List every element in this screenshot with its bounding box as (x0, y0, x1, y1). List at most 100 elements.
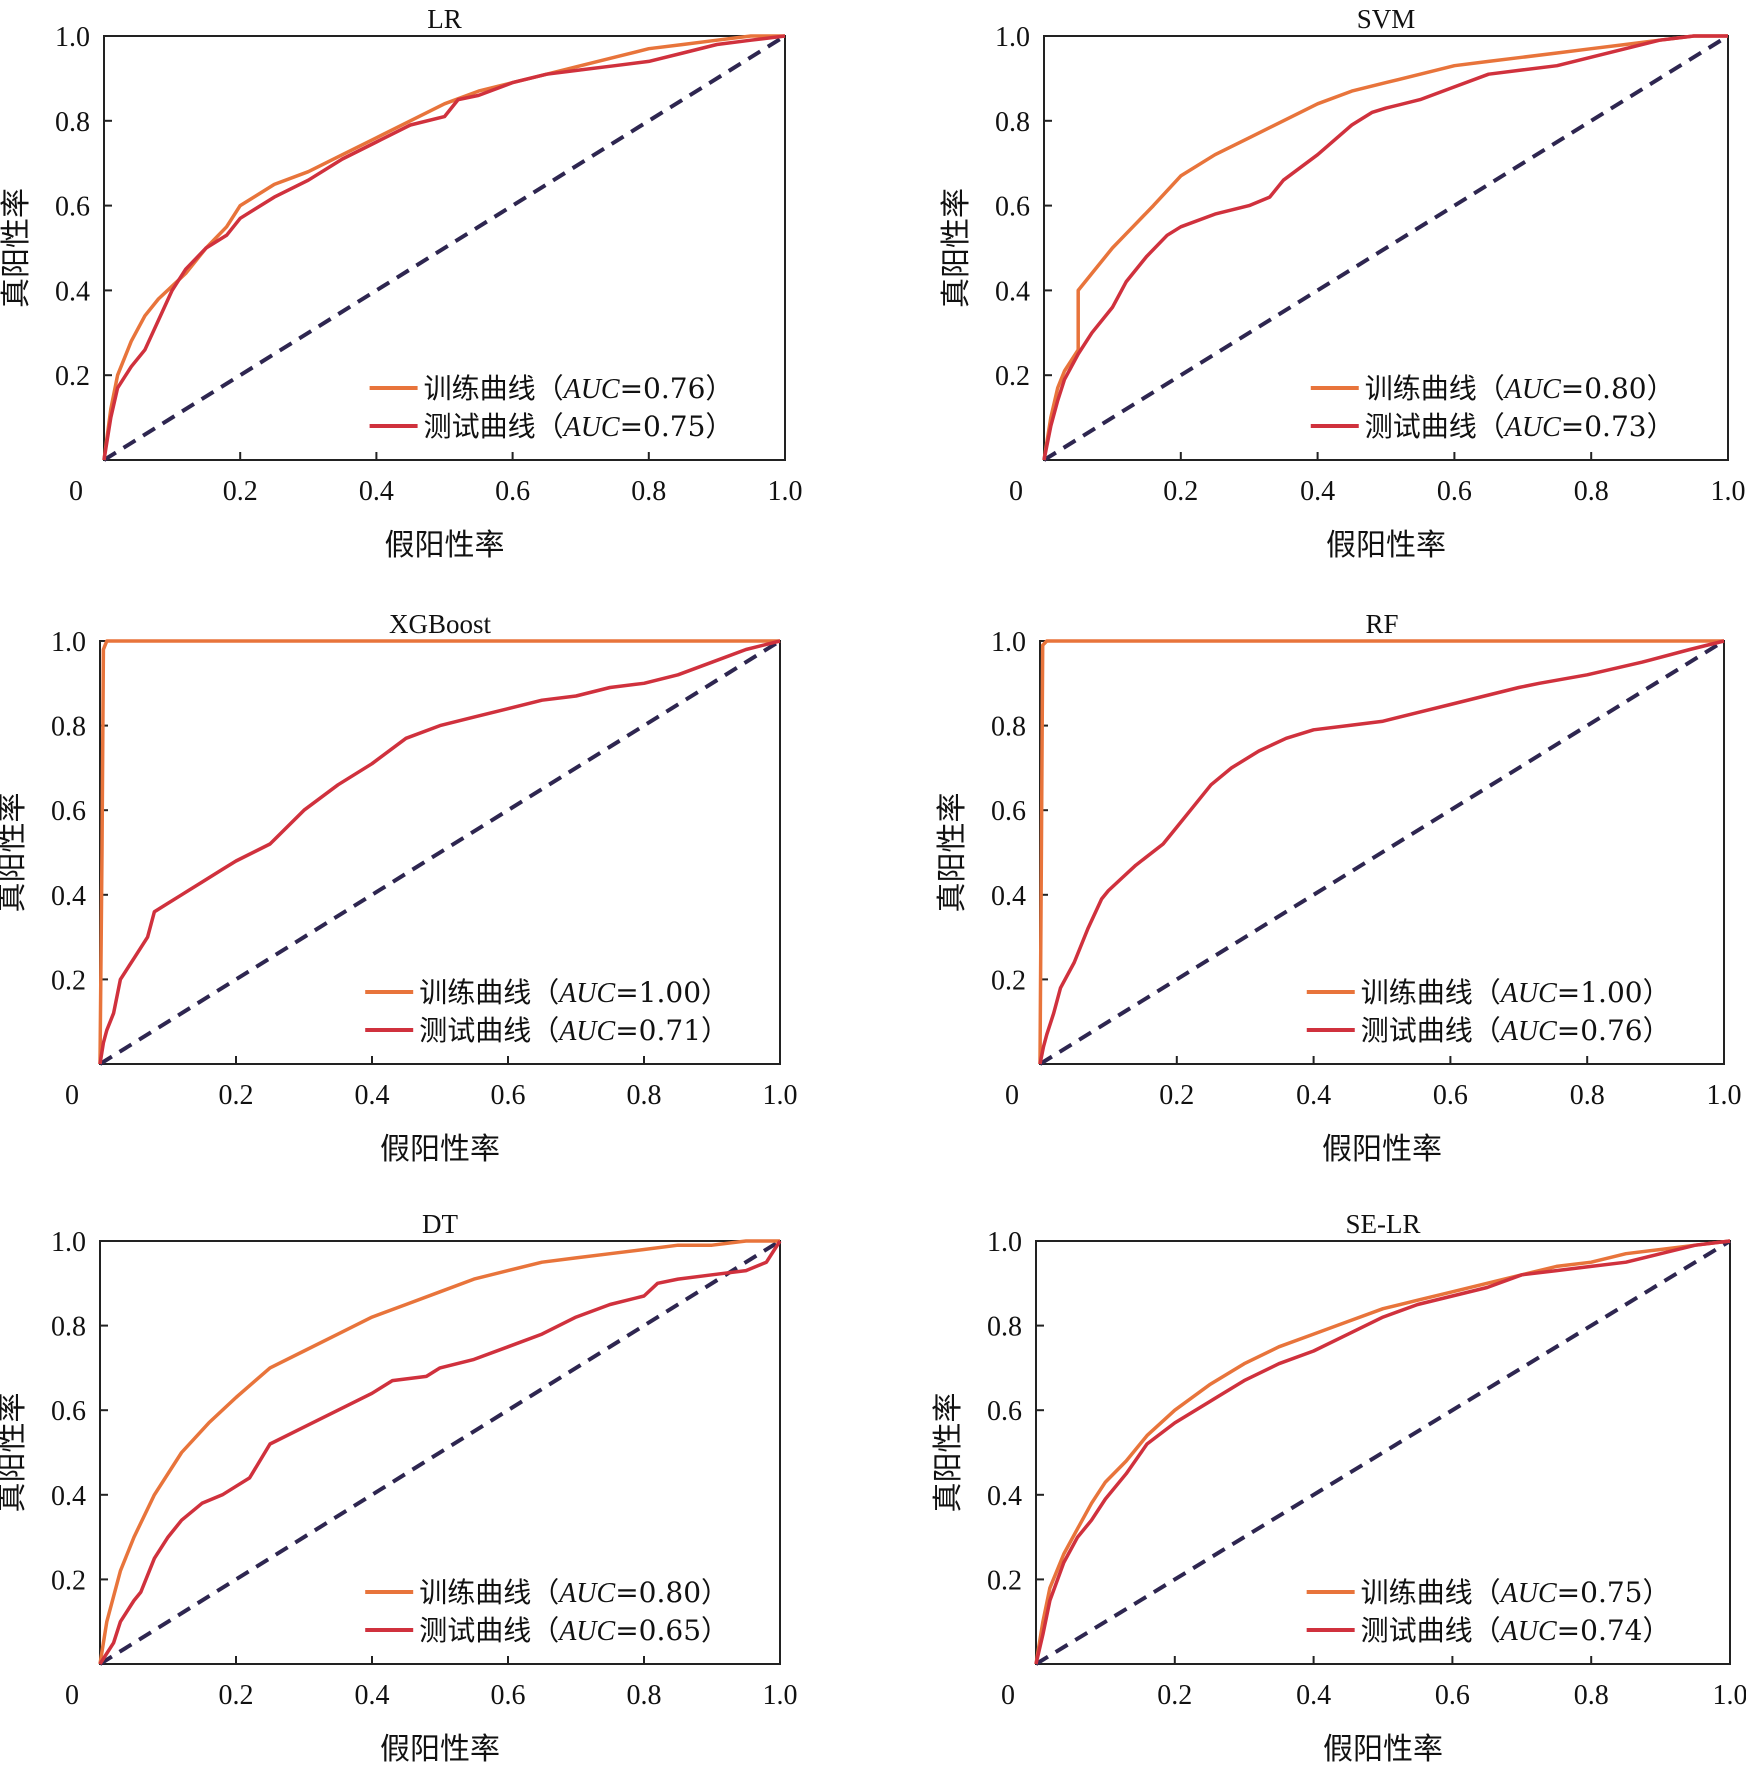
x-axis-title: 假阳性率 (380, 1132, 500, 1167)
chance-diagonal (98, 639, 782, 1066)
x-tick-label: 0.2 (219, 1680, 254, 1711)
x-tick-label: 0.8 (627, 1080, 662, 1111)
test-roc-curve (1034, 1239, 1731, 1665)
x-tick-label: 0.8 (631, 476, 666, 507)
roc-panel-dt: DT 0 0.2 0.4 0.6 0.8 1.0 0.2 0.4 0.6 0.8 1.0 假阳性率 真阳性… (0, 1209, 798, 1767)
y-tick-label: 0.2 (991, 965, 1026, 996)
y-tick-label: 0.8 (987, 1312, 1022, 1343)
x-tick-label: 0.2 (1157, 1680, 1192, 1711)
train-roc-curve (98, 1239, 780, 1665)
chance-diagonal (102, 34, 787, 462)
legend-test-label: 测试曲线（AUC=0.73） (1365, 410, 1675, 443)
y-tick-label: 0.6 (995, 192, 1030, 223)
y-tick-label: 1.0 (995, 22, 1030, 53)
x-tick-label: 0.4 (355, 1680, 390, 1711)
y-tick-label: 0.2 (987, 1565, 1022, 1596)
y-tick-label: 0.2 (995, 361, 1030, 392)
x-tick-label: 0.6 (1437, 476, 1472, 507)
chart-title: RF (1365, 609, 1398, 639)
legend-train-label: 训练曲线（AUC=0.80） (419, 1576, 729, 1609)
x-tick-label: 1.0 (763, 1680, 798, 1711)
y-tick-label: 0.2 (55, 361, 90, 392)
y-tick-label: 1.0 (51, 627, 86, 658)
legend-train-label: 训练曲线（AUC=0.80） (1365, 372, 1675, 405)
train-roc-curve (102, 34, 785, 461)
chance-diagonal (1038, 639, 1726, 1066)
y-tick-label: 1.0 (991, 627, 1026, 658)
y-tick-label: 0.2 (51, 965, 86, 996)
y-tick-label: 1.0 (51, 1227, 86, 1258)
y-tick-label: 0.6 (51, 796, 86, 827)
x-axis-title: 假阳性率 (1323, 1732, 1443, 1767)
x-tick-label: 0 (1005, 1080, 1019, 1111)
roc-panel-svm: SVM 0 0.2 0.4 0.6 0.8 1.0 0.2 0.4 0.6 0.8 1.0 假阳性率 真阳… (939, 4, 1746, 563)
y-tick-label: 0.8 (51, 712, 86, 743)
x-tick-label: 1.0 (1707, 1080, 1742, 1111)
x-axis-title: 假阳性率 (1326, 528, 1446, 563)
y-tick-label: 0.6 (991, 796, 1026, 827)
legend-train-label: 训练曲线（AUC=0.76） (424, 372, 734, 405)
y-axis-title: 真阳性率 (0, 188, 34, 308)
x-tick-label: 0.2 (1163, 476, 1198, 507)
legend-train-label: 训练曲线（AUC=0.75） (1361, 1576, 1671, 1609)
y-tick-label: 1.0 (987, 1227, 1022, 1258)
x-tick-label: 1.0 (1711, 476, 1746, 507)
x-tick-label: 0.6 (495, 476, 530, 507)
y-axis-title: 真阳性率 (931, 1393, 966, 1513)
x-tick-label: 0 (1009, 476, 1023, 507)
x-tick-label: 0.8 (1574, 1680, 1609, 1711)
y-tick-label: 0.4 (51, 881, 86, 912)
x-tick-label: 0.6 (491, 1680, 526, 1711)
y-tick-label: 0.4 (55, 276, 90, 307)
test-roc-curve (1042, 34, 1728, 461)
chart-title: DT (422, 1209, 458, 1239)
x-tick-label: 0.4 (359, 476, 394, 507)
train-roc-curve (1042, 34, 1728, 461)
plot-frame (1043, 35, 1729, 461)
test-roc-curve (102, 34, 786, 461)
chart-title: LR (427, 4, 462, 34)
chance-diagonal (1034, 1239, 1732, 1666)
y-tick-label: 0.8 (55, 107, 90, 138)
y-tick-label: 0.8 (51, 1312, 86, 1343)
x-tick-label: 0 (69, 476, 83, 507)
train-roc-curve (1034, 1239, 1731, 1665)
x-tick-label: 0.4 (1296, 1680, 1331, 1711)
train-roc-curve (98, 639, 780, 1065)
plot-frame (99, 1240, 781, 1665)
y-axis-title: 真阳性率 (939, 188, 974, 308)
x-axis-title: 假阳性率 (380, 1732, 500, 1767)
x-tick-label: 0.8 (1574, 476, 1609, 507)
y-tick-label: 0.8 (991, 712, 1026, 743)
y-tick-label: 0.6 (55, 192, 90, 223)
roc-panel-xgboost: XGBoost 0 0.2 0.4 0.6 0.8 1.0 0.2 0.4 0.6 0.8 1.0 假阳… (0, 609, 798, 1167)
chart-title: SE-LR (1345, 1209, 1420, 1239)
x-tick-label: 0.6 (1435, 1680, 1470, 1711)
chart-title: SVM (1357, 4, 1416, 34)
legend-test-label: 测试曲线（AUC=0.74） (1361, 1614, 1671, 1647)
chance-diagonal (98, 1239, 782, 1666)
y-tick-label: 0.4 (987, 1481, 1022, 1512)
y-tick-label: 0.6 (51, 1396, 86, 1427)
x-tick-label: 0.4 (1296, 1080, 1331, 1111)
x-tick-label: 1.0 (763, 1080, 798, 1111)
roc-panel-rf: RF 0 0.2 0.4 0.6 0.8 1.0 0.2 0.4 0.6 0.8 1.0 假阳性率 真阳性… (935, 609, 1742, 1167)
y-tick-label: 0.2 (51, 1565, 86, 1596)
x-tick-label: 0.8 (1570, 1080, 1605, 1111)
legend-train-label: 训练曲线（AUC=1.00） (419, 976, 729, 1009)
x-tick-label: 0.6 (1433, 1080, 1468, 1111)
train-roc-curve (1038, 639, 1724, 1065)
y-axis-title: 真阳性率 (0, 1393, 30, 1513)
legend-test-label: 测试曲线（AUC=0.65） (419, 1614, 729, 1647)
chart-title: XGBoost (389, 609, 492, 639)
test-roc-curve (1038, 639, 1725, 1065)
y-axis-title: 真阳性率 (0, 793, 30, 913)
x-tick-label: 1.0 (768, 476, 803, 507)
test-roc-curve (98, 639, 781, 1065)
y-tick-label: 0.4 (51, 1481, 86, 1512)
roc-panel-se-lr: SE-LR 0 0.2 0.4 0.6 0.8 1.0 0.2 0.4 0.6 0.8 1.0 假阳性率… (931, 1209, 1746, 1767)
x-axis-title: 假阳性率 (385, 528, 505, 563)
x-tick-label: 0.4 (355, 1080, 390, 1111)
x-tick-label: 0.2 (1159, 1080, 1194, 1111)
